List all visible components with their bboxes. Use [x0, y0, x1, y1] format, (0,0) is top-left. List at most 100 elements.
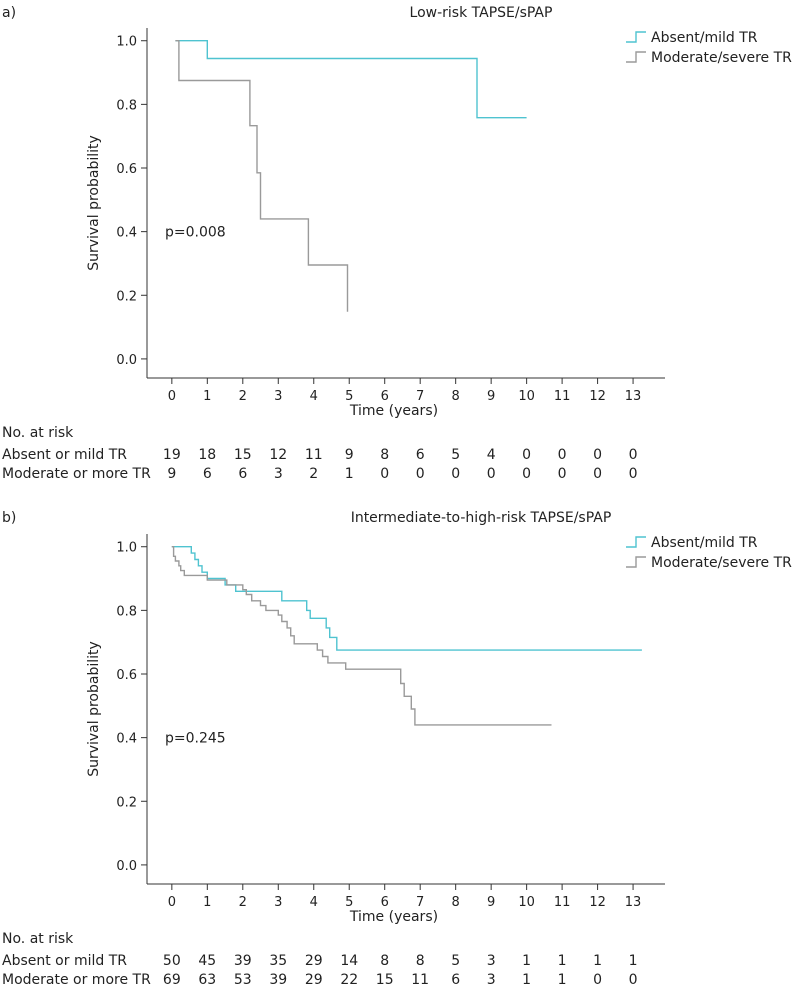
risk-count: 0 — [558, 466, 567, 482]
risk-count: 0 — [522, 447, 531, 463]
risk-count: 1 — [629, 953, 638, 969]
risk-table-header: No. at risk — [2, 425, 74, 441]
x-tick-label: 0 — [168, 895, 176, 910]
risk-count: 19 — [163, 447, 181, 463]
x-tick-label: 5 — [345, 389, 353, 404]
y-tick-label: 0.6 — [116, 162, 137, 177]
risk-count: 0 — [629, 466, 638, 482]
risk-row-label: Absent or mild TR — [2, 953, 127, 969]
risk-count: 9 — [167, 466, 176, 482]
risk-count: 39 — [269, 972, 287, 988]
x-tick-label: 4 — [310, 895, 318, 910]
risk-count: 35 — [269, 953, 287, 969]
risk-count: 3 — [487, 972, 496, 988]
series-line-absent-mild-tr — [171, 546, 642, 651]
risk-count: 0 — [593, 972, 602, 988]
y-tick-label: 0.4 — [116, 226, 137, 241]
x-tick-label: 7 — [416, 895, 424, 910]
y-tick-label: 1.0 — [116, 35, 137, 50]
risk-count: 50 — [163, 953, 181, 969]
legend-label: Absent/mild TR — [651, 30, 758, 46]
risk-count: 1 — [345, 466, 354, 482]
legend-label: Moderate/severe TR — [651, 50, 792, 66]
y-axis-label: Survival probability — [86, 641, 102, 777]
x-tick-label: 4 — [310, 389, 318, 404]
risk-count: 69 — [163, 972, 181, 988]
risk-count: 0 — [416, 466, 425, 482]
risk-count: 0 — [629, 447, 638, 463]
risk-count: 63 — [198, 972, 216, 988]
series-line-moderate-severe-tr — [175, 40, 349, 312]
x-tick-label: 1 — [203, 389, 211, 404]
risk-row-label: Moderate or more TR — [2, 466, 151, 482]
x-tick-label: 6 — [381, 895, 389, 910]
risk-count: 6 — [238, 466, 247, 482]
risk-count: 1 — [522, 953, 531, 969]
risk-count: 0 — [522, 466, 531, 482]
x-tick-label: 6 — [381, 389, 389, 404]
risk-count: 9 — [345, 447, 354, 463]
risk-count: 8 — [380, 953, 389, 969]
x-tick-label: 7 — [416, 389, 424, 404]
panel-label: a) — [2, 5, 16, 21]
x-tick-label: 12 — [589, 389, 606, 404]
legend-swatch — [626, 51, 646, 63]
x-tick-label: 9 — [487, 895, 495, 910]
risk-count: 29 — [305, 953, 323, 969]
risk-count: 0 — [629, 972, 638, 988]
x-tick-label: 11 — [554, 389, 571, 404]
risk-count: 4 — [487, 447, 496, 463]
risk-count: 5 — [451, 953, 460, 969]
y-tick-label: 0.4 — [116, 732, 137, 747]
x-axis-label: Time (years) — [349, 403, 438, 419]
risk-count: 45 — [198, 953, 216, 969]
x-tick-label: 11 — [554, 895, 571, 910]
risk-count: 15 — [376, 972, 394, 988]
y-tick-label: 0.0 — [116, 859, 137, 874]
risk-count: 1 — [558, 953, 567, 969]
risk-count: 3 — [487, 953, 496, 969]
y-tick-label: 0.0 — [116, 353, 137, 368]
risk-count: 2 — [309, 466, 318, 482]
x-tick-label: 13 — [625, 895, 642, 910]
risk-count: 8 — [380, 447, 389, 463]
panel-label: b) — [2, 510, 16, 526]
risk-count: 12 — [269, 447, 287, 463]
x-tick-label: 1 — [203, 895, 211, 910]
risk-count: 22 — [340, 972, 358, 988]
risk-count: 29 — [305, 972, 323, 988]
y-tick-label: 1.0 — [116, 541, 137, 556]
x-axis-label: Time (years) — [349, 909, 438, 925]
panel-1: a) Low-risk TAPSE/sPAP 0.0 0.2 0.4 0.6 0.8 1.0 0… — [2, 5, 792, 482]
risk-count: 8 — [416, 953, 425, 969]
legend-label: Moderate/severe TR — [651, 555, 792, 571]
chart-title: Intermediate-to-high-risk TAPSE/sPAP — [351, 510, 612, 526]
risk-count: 3 — [274, 466, 283, 482]
legend-label: Absent/mild TR — [651, 535, 758, 551]
y-tick-label: 0.2 — [116, 795, 137, 810]
x-tick-label: 13 — [625, 389, 642, 404]
risk-count: 0 — [487, 466, 496, 482]
risk-count: 15 — [234, 447, 252, 463]
x-tick-label: 2 — [239, 389, 247, 404]
risk-count: 6 — [203, 466, 212, 482]
x-tick-label: 8 — [452, 389, 460, 404]
risk-count: 6 — [451, 972, 460, 988]
chart-title: Low-risk TAPSE/sPAP — [410, 5, 553, 21]
series-line-moderate-severe-tr — [171, 546, 552, 726]
risk-count: 0 — [593, 447, 602, 463]
x-tick-label: 5 — [345, 895, 353, 910]
risk-count: 11 — [305, 447, 323, 463]
risk-count: 11 — [411, 972, 429, 988]
risk-count: 0 — [380, 466, 389, 482]
risk-count: 1 — [522, 972, 531, 988]
risk-count: 18 — [198, 447, 216, 463]
risk-row-label: Absent or mild TR — [2, 447, 127, 463]
risk-count: 1 — [558, 972, 567, 988]
legend-swatch — [626, 536, 646, 548]
x-tick-label: 0 — [168, 389, 176, 404]
risk-count: 0 — [593, 466, 602, 482]
legend-swatch — [626, 31, 646, 43]
